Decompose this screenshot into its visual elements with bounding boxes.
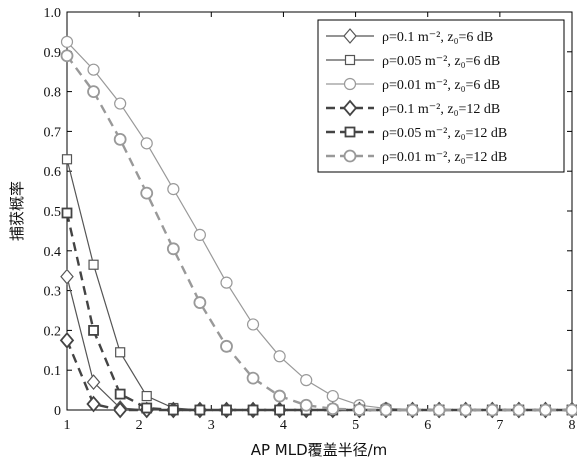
y-axis-label: 捕获概率 [8, 181, 26, 241]
data-point [539, 403, 552, 417]
x-tick-label: 4 [280, 418, 287, 433]
legend-marker [343, 77, 357, 91]
data-point [61, 207, 73, 219]
data-point [274, 404, 286, 416]
legend-marker [342, 99, 358, 117]
data-point [60, 49, 74, 63]
y-axis-ticks: 0 0.1 0.2 0.3 0.4 0.5 0.6 0.7 0.8 0.9 1.0 [44, 6, 572, 419]
data-point [166, 242, 180, 256]
y-tick-label: 1.0 [44, 6, 62, 21]
legend-marker [343, 28, 357, 44]
series-layer [59, 35, 577, 419]
legend-entry-6: ρ=0.01 m⁻², z₀=12 dB [326, 149, 507, 165]
data-point [300, 374, 313, 387]
y-tick-label: 0.8 [44, 86, 62, 101]
legend: ρ=0.1 m⁻², z₀=6 dB ρ=0.05 m⁻², z₀=6 dB ρ=0… [317, 19, 565, 173]
legend-label: ρ=0.01 m⁻², z₀=12 dB [382, 150, 507, 165]
x-tick-label: 2 [136, 418, 143, 433]
y-tick-label: 0.2 [44, 324, 62, 339]
x-axis-label: AP MLD覆盖半径/m [251, 441, 388, 459]
data-point [299, 398, 313, 412]
legend-marker [344, 126, 356, 138]
x-tick-label: 6 [424, 418, 431, 433]
legend-entry-3: ρ=0.01 m⁻², z₀=6 dB [326, 77, 500, 93]
data-point [326, 402, 340, 416]
data-point [59, 331, 75, 349]
y-tick-label: 0.4 [44, 245, 62, 260]
data-point [193, 228, 206, 241]
legend-label: ρ=0.05 m⁻², z₀=6 dB [382, 54, 500, 69]
data-point [432, 403, 446, 417]
data-point [88, 259, 99, 270]
data-point [273, 389, 287, 403]
y-tick-label: 0.6 [44, 165, 62, 180]
data-point [140, 186, 154, 200]
legend-label: ρ=0.01 m⁻², z₀=6 dB [382, 78, 500, 93]
data-point [112, 401, 128, 419]
data-point [379, 403, 393, 417]
data-point [326, 389, 339, 403]
legend-entry-4: ρ=0.1 m⁻², z₀=12 dB [326, 99, 500, 117]
data-point [115, 347, 126, 358]
x-axis-ticks: 1 2 3 4 5 6 7 8 [64, 12, 576, 433]
data-point [512, 403, 526, 417]
data-point [194, 404, 206, 416]
x-tick-label: 7 [496, 418, 503, 433]
data-point [193, 296, 207, 309]
y-tick-label: 0.9 [44, 46, 62, 61]
x-tick-label: 5 [352, 418, 359, 433]
data-point [141, 402, 153, 414]
data-point [246, 318, 260, 331]
data-point [352, 403, 366, 417]
data-point [565, 403, 577, 417]
y-tick-label: 0.7 [44, 125, 62, 140]
data-point [459, 403, 473, 417]
y-tick-label: 0.3 [44, 285, 62, 300]
legend-marker [343, 149, 357, 163]
data-point [61, 154, 73, 165]
data-point [221, 404, 232, 416]
data-point [86, 374, 101, 391]
data-point [167, 183, 180, 196]
data-point [88, 324, 99, 336]
data-point [247, 404, 259, 416]
data-point [60, 268, 74, 285]
y-tick-label: 0.5 [44, 205, 62, 220]
y-tick-label: 0.1 [44, 364, 62, 379]
data-point [167, 404, 179, 416]
legend-entry-2: ρ=0.05 m⁻², z₀=6 dB [326, 54, 500, 69]
data-point [114, 97, 127, 110]
x-tick-label: 3 [208, 418, 215, 433]
legend-entry-5: ρ=0.05 m⁻², z₀=12 dB [326, 126, 507, 141]
data-point [113, 132, 127, 146]
data-point [86, 395, 101, 413]
legend-label: ρ=0.1 m⁻², z₀=12 dB [382, 102, 500, 117]
data-point [246, 371, 260, 385]
data-point [406, 403, 419, 417]
data-point [87, 63, 100, 76]
legend-label: ρ=0.05 m⁻², z₀=12 dB [382, 126, 507, 141]
y-tick-label: 0 [54, 404, 61, 419]
x-tick-label: 8 [569, 418, 576, 433]
data-point [220, 339, 233, 353]
data-point [220, 276, 233, 289]
x-tick-label: 1 [64, 418, 71, 433]
series-6 [60, 49, 577, 417]
data-point [273, 350, 286, 363]
data-point [485, 403, 499, 417]
data-point [114, 388, 126, 400]
data-point [140, 137, 153, 150]
legend-entry-1: ρ=0.1 m⁻², z₀=6 dB [326, 28, 493, 45]
data-point [87, 85, 100, 98]
legend-box [317, 19, 565, 173]
legend-label: ρ=0.1 m⁻², z₀=6 dB [382, 30, 493, 45]
data-point [60, 35, 74, 48]
data-point [141, 390, 152, 402]
legend-marker [344, 54, 356, 66]
